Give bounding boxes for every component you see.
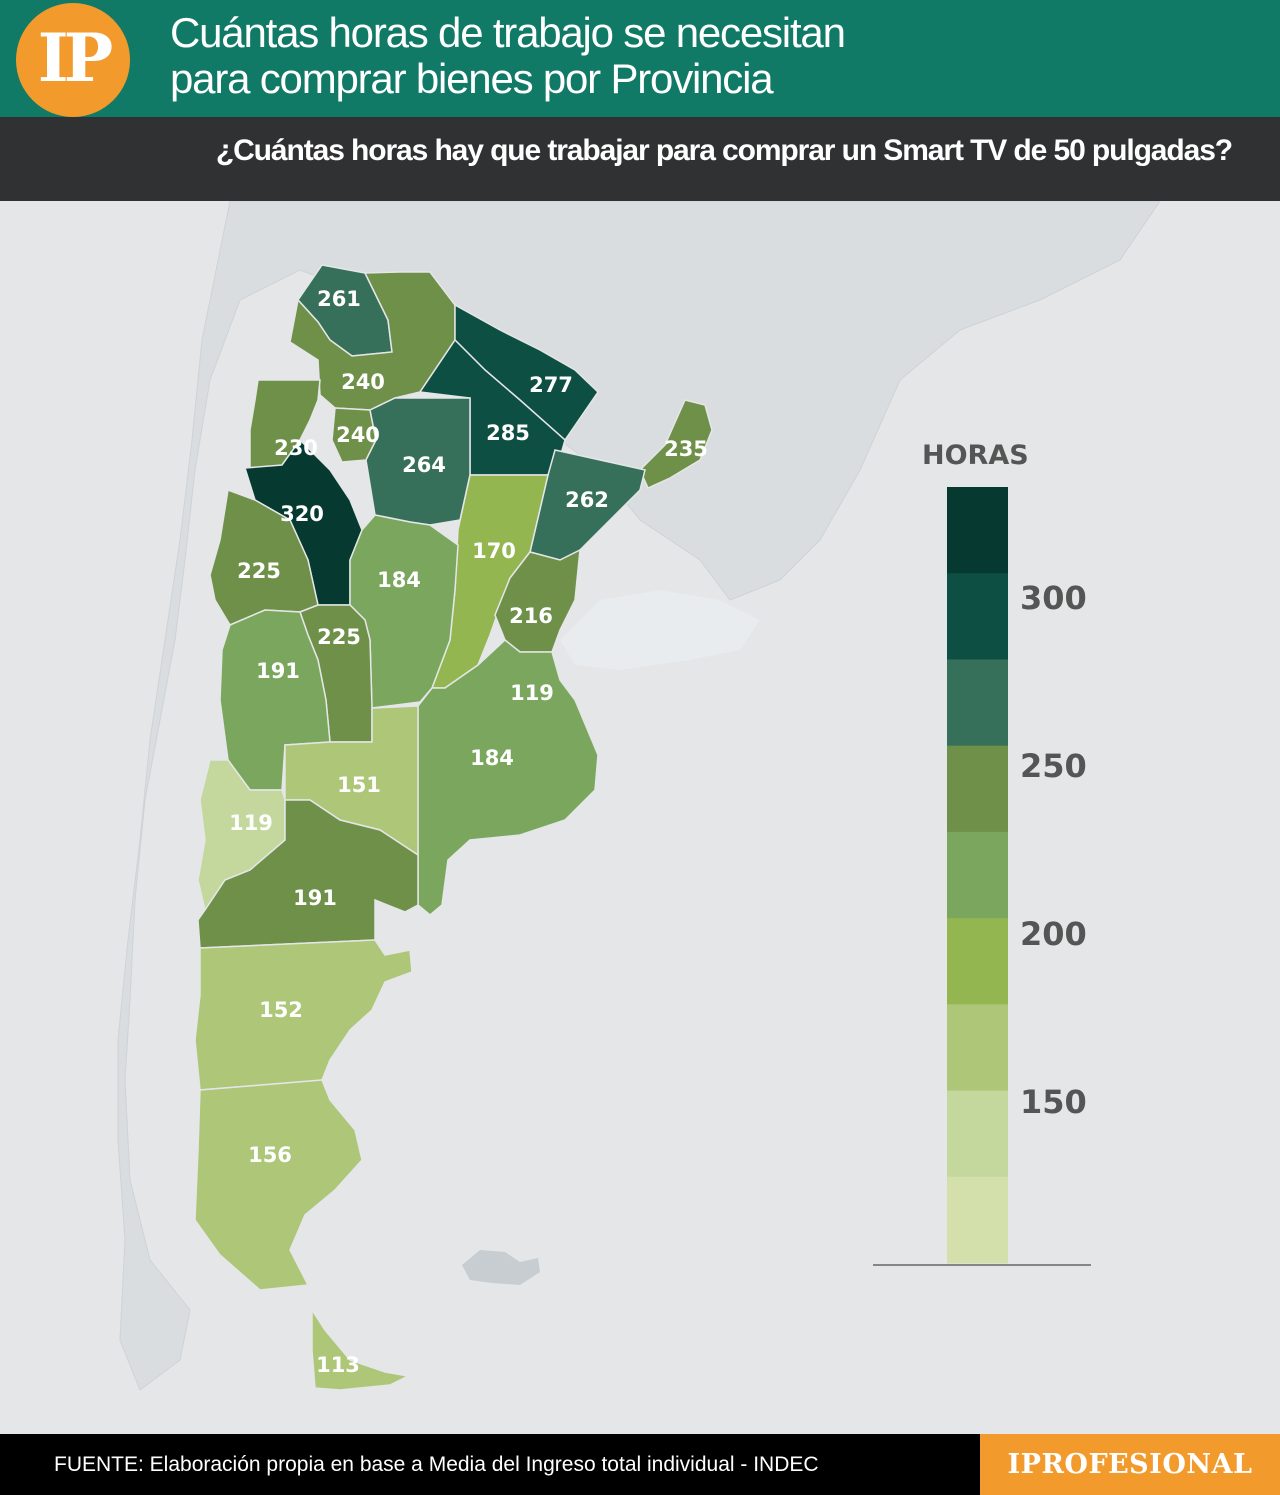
label-santa-cruz: 156 xyxy=(248,1143,292,1167)
province-santa-cruz xyxy=(194,1079,363,1291)
province-tierra-del-fuego xyxy=(311,1307,411,1391)
province-misiones xyxy=(639,399,713,489)
label-corrientes: 262 xyxy=(565,488,609,512)
ip-logo: IP xyxy=(16,3,130,117)
subtitle-bar xyxy=(0,117,1280,201)
label-la-pampa: 151 xyxy=(337,773,381,797)
label-salta: 240 xyxy=(341,370,385,394)
label-chubut: 152 xyxy=(259,998,303,1022)
brand-badge: IPROFESIONAL xyxy=(980,1434,1280,1495)
legend-title: HORAS xyxy=(922,440,1029,471)
label-jujuy: 261 xyxy=(317,287,361,311)
label-entre-rios: 216 xyxy=(509,604,553,628)
logo-text: IP xyxy=(37,19,114,97)
brand-name: IPROFESIONAL xyxy=(1007,1449,1253,1480)
label-mendoza: 191 xyxy=(256,659,300,683)
legend-tick-200: 200 xyxy=(1020,915,1087,953)
title-line-1: Cuántas horas de trabajo se necesitan xyxy=(170,9,846,56)
label-buenos-aires: 184 xyxy=(470,746,514,770)
label-la-rioja: 320 xyxy=(280,502,324,526)
province-chubut xyxy=(194,939,413,1091)
label-tucuman: 240 xyxy=(336,423,380,447)
label-formosa: 277 xyxy=(529,373,573,397)
label-san-juan: 225 xyxy=(237,559,281,583)
label-caba: 119 xyxy=(510,681,554,705)
river-plate-estuary xyxy=(560,590,760,670)
subtitle: ¿Cuántas horas hay que trabajar para com… xyxy=(215,134,1233,167)
label-cordoba: 184 xyxy=(377,568,421,592)
title-line-2: para comprar bienes por Provincia xyxy=(170,55,774,102)
label-santa-fe: 170 xyxy=(472,539,516,563)
malvinas-islands xyxy=(462,1250,540,1285)
label-santiago-del-estero: 264 xyxy=(402,453,446,477)
page-title: Cuántas horas de trabajo se necesitan pa… xyxy=(170,10,930,102)
continent-landmass xyxy=(117,201,1161,1391)
legend-tick-250: 250 xyxy=(1020,747,1087,785)
label-rio-negro: 191 xyxy=(293,886,337,910)
argentina-map: 261 240 277 240 230 285 264 235 262 320 … xyxy=(117,201,1161,1391)
legend-tick-150: 150 xyxy=(1020,1083,1087,1121)
legend-tick-300: 300 xyxy=(1020,579,1087,617)
label-misiones: 235 xyxy=(664,437,708,461)
province-buenos-aires xyxy=(417,639,599,916)
label-chaco: 285 xyxy=(486,421,530,445)
header-bar xyxy=(0,0,1280,117)
label-catamarca: 230 xyxy=(274,436,318,460)
label-tierra-del-fuego: 113 xyxy=(316,1353,360,1377)
province-rio-negro xyxy=(197,799,419,949)
source-note: FUENTE: Elaboración propia en base a Med… xyxy=(54,1453,819,1476)
province-labels: 261 240 277 240 230 285 264 235 262 320 … xyxy=(229,287,708,1377)
provinces xyxy=(194,264,713,1391)
label-san-luis: 225 xyxy=(317,625,361,649)
label-neuquen: 119 xyxy=(229,811,273,835)
